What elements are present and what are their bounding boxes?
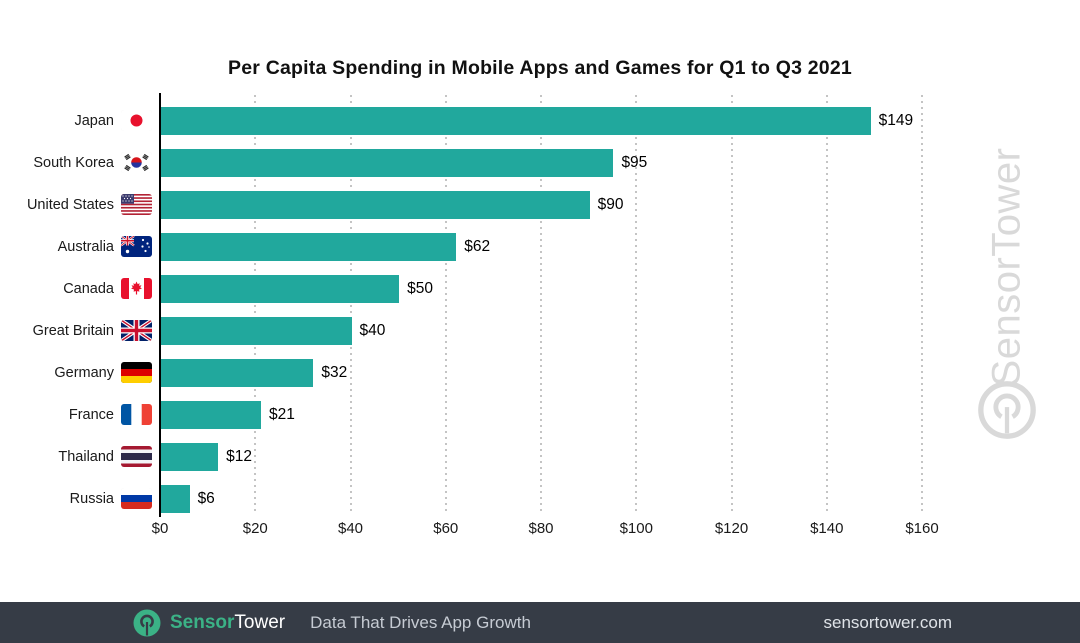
chart-title: Per Capita Spending in Mobile Apps and G… [228,57,852,79]
bar-value-label: $32 [321,364,348,381]
bar [161,275,400,303]
brand-wordmark: SensorTower [170,612,285,634]
bar-value-label: $95 [621,154,648,171]
country-label: Australia [57,239,114,255]
x-tick-label: $0 [151,520,169,537]
country-label: Canada [63,281,114,297]
us-flag-icon [121,194,152,215]
bar [161,107,871,135]
bar-chart: Japan $149 South Korea $95 United States $90 A… [0,93,1080,563]
gridline [349,95,352,515]
bar-row: Japan $149 [0,107,1080,135]
de-flag-icon [121,362,152,383]
country-label: Japan [74,113,114,129]
gridline [825,95,828,515]
watermark-text: SensorTower [984,147,1029,387]
gridline [635,95,638,515]
gridline [921,95,923,515]
bar-value-label: $90 [597,196,624,213]
bar-value-label: $12 [226,448,253,465]
au-flag-icon [121,236,152,257]
bar-row: South Korea $95 [0,149,1080,177]
x-tick-label: $140 [810,520,844,537]
bar [161,401,261,429]
sensortower-watermark-logo-icon [978,381,1036,439]
bar [161,443,219,471]
x-tick-label: $40 [337,520,364,537]
country-label: France [68,407,114,423]
kr-flag-icon [121,152,152,173]
bar [161,149,614,177]
x-tick-label: $100 [619,520,653,537]
country-label: Germany [54,365,114,381]
bar-value-label: $62 [464,238,491,255]
country-label: Great Britain [32,323,114,339]
x-tick-label: $20 [242,520,268,537]
country-label: Russia [69,491,114,507]
bar-row: Germany $32 [0,359,1080,387]
footer-bar: SensorTower Data That Drives App Growth … [0,602,1080,643]
bar-row: Great Britain $40 [0,317,1080,345]
bar-value-label: $6 [197,490,215,507]
fr-flag-icon [121,404,152,425]
bar [161,317,352,345]
gb-flag-icon [121,320,152,341]
footer-tagline: Data That Drives App Growth [310,612,531,632]
sensortower-logo-icon [133,609,161,636]
y-axis-line [159,93,161,517]
x-tick-label: $60 [433,520,459,537]
ca-flag-icon [121,278,152,299]
x-tick-label: $120 [714,520,749,537]
bar-value-label: $40 [359,322,386,339]
bar-value-label: $21 [269,406,295,423]
country-label: United States [26,197,114,213]
bar [161,233,457,261]
ru-flag-icon [121,488,152,509]
gridline [730,95,733,515]
bar [161,191,590,219]
bar [161,359,314,387]
x-tick-label: $160 [905,520,939,537]
footer-website: sensortower.com [823,612,953,632]
country-label: Thailand [58,449,114,465]
gridline [254,95,257,515]
bar-row: Russia $6 [0,485,1080,513]
th-flag-icon [121,446,152,467]
bar-row: United States $90 [0,191,1080,219]
bar-row: Thailand $12 [0,443,1080,471]
gridline [444,95,447,515]
x-tick-label: $80 [528,520,554,537]
gridline [540,95,542,515]
bar-row: France $21 [0,401,1080,429]
bar-value-label: $149 [878,112,914,129]
bar-row: Australia $62 [0,233,1080,261]
brand-tower: Tower [234,611,286,633]
bar-value-label: $50 [407,280,433,297]
jp-flag-icon [121,110,152,131]
brand-sensor: Sensor [170,611,235,633]
country-label: South Korea [33,155,114,171]
bar-row: Canada $50 [0,275,1080,303]
bar [161,485,190,513]
